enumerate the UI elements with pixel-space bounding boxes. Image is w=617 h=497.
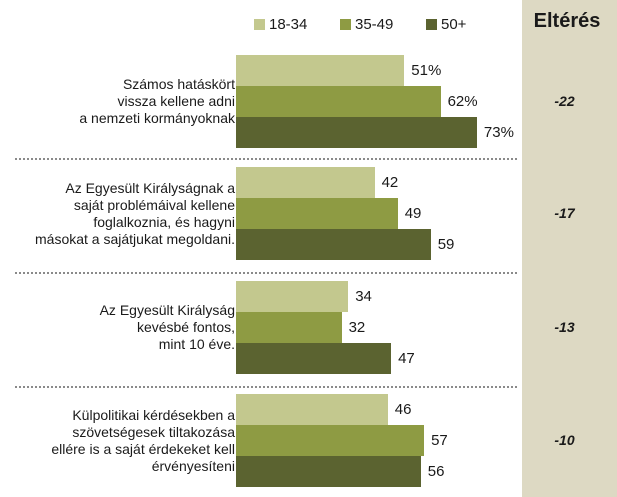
difference-value: -22 bbox=[554, 92, 575, 109]
bar-value-label: 56 bbox=[427, 463, 445, 480]
category-label-line: kevésbé fontos, bbox=[136, 319, 235, 335]
bar-value-label: 49 bbox=[404, 205, 422, 222]
legend-swatch bbox=[254, 19, 265, 30]
group-separator bbox=[15, 272, 517, 274]
difference-value: -17 bbox=[554, 204, 575, 221]
legend-label: 50+ bbox=[441, 16, 467, 33]
category-label: Számos hatáskört vissza kellene adni a nem… bbox=[0, 76, 235, 127]
category-label-line: másokat a sajátjukat megoldani. bbox=[35, 230, 235, 247]
difference-column-header: Eltérés bbox=[533, 10, 601, 32]
bar-value-label: 42 bbox=[381, 174, 399, 191]
category-label-line: mint 10 éve. bbox=[158, 336, 235, 352]
category-label-line: Számos hatáskört bbox=[122, 76, 235, 92]
legend-label: 18-34 bbox=[269, 16, 308, 33]
bar-35-49 bbox=[236, 86, 441, 117]
category-label-line: érvényesíteni bbox=[151, 457, 235, 474]
bar-35-49 bbox=[236, 312, 342, 343]
category-label-line: foglalkoznia, és hagyni bbox=[93, 213, 235, 230]
category-label-line: Külpolitikai kérdésekben a bbox=[72, 406, 235, 423]
category-label: Külpolitikai kérdésekben a szövetségesek … bbox=[0, 407, 235, 475]
bar-50+ bbox=[236, 117, 477, 148]
category-label-line: saját problémáival kellene bbox=[73, 196, 235, 213]
category-label-line: vissza kellene adni bbox=[117, 93, 235, 109]
category-label-line: ellére is a saját érdekeket kell bbox=[51, 440, 235, 457]
bar-35-49 bbox=[236, 425, 425, 456]
bar-18-34 bbox=[236, 55, 405, 86]
bar-value-label: 34 bbox=[355, 288, 372, 305]
bar-18-34 bbox=[236, 394, 388, 425]
bar-value-label: 46 bbox=[394, 401, 412, 418]
bar-value-label: 73% bbox=[483, 124, 514, 141]
bar-value-label: 59 bbox=[437, 236, 455, 253]
category-label-line: Az Egyesült Királyság bbox=[99, 302, 235, 318]
legend-label: 35-49 bbox=[355, 16, 394, 33]
category-label: Az Egyesült Királyság kevésbé fontos, mint… bbox=[0, 302, 235, 353]
bar-35-49 bbox=[236, 198, 398, 229]
bar-value-label: 32 bbox=[348, 319, 366, 336]
legend-swatch bbox=[340, 19, 351, 30]
category-label-line: a nemzeti kormányoknak bbox=[79, 110, 235, 126]
bar-18-34 bbox=[236, 281, 349, 312]
difference-value: -13 bbox=[554, 318, 575, 335]
legend-swatch bbox=[426, 19, 437, 30]
bar-value-label: 47 bbox=[398, 350, 415, 367]
bar-value-label: 62% bbox=[447, 93, 478, 110]
bar-50+ bbox=[236, 229, 431, 260]
bar-18-34 bbox=[236, 167, 375, 198]
group-separator bbox=[15, 158, 517, 160]
category-label-line: szövetségesek tiltakozása bbox=[72, 423, 235, 440]
category-label: Az Egyesült Királyságnak a saját problémá… bbox=[0, 180, 235, 248]
category-label-line: Az Egyesült Királyságnak a bbox=[65, 179, 235, 196]
bar-50+ bbox=[236, 456, 421, 487]
difference-column-background bbox=[522, 0, 617, 497]
bar-50+ bbox=[236, 343, 392, 374]
bar-value-label: 57 bbox=[431, 432, 448, 449]
difference-value: -10 bbox=[554, 431, 575, 448]
group-separator bbox=[15, 386, 517, 388]
bar-value-label: 51% bbox=[411, 62, 442, 79]
